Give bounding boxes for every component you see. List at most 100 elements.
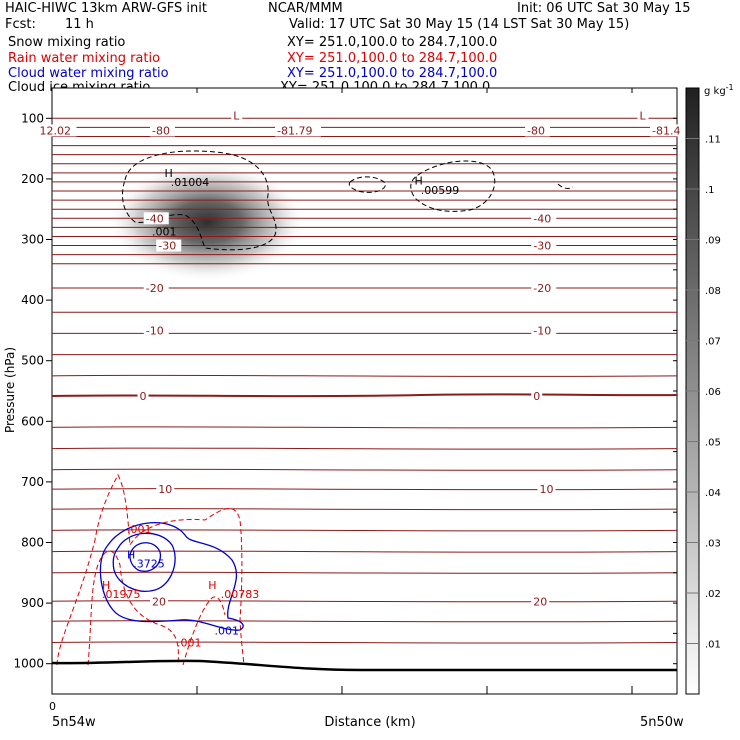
isotherm-line: [51, 508, 678, 511]
temperature-label-bg: [525, 124, 550, 137]
isotherm-line: [51, 447, 678, 450]
rain-label: .001: [177, 636, 202, 649]
rain-label: H: [208, 579, 216, 592]
temperature-label: -81.4: [652, 124, 680, 137]
temperature-label-bg: [143, 281, 169, 294]
temperature-label-bg: [637, 109, 649, 122]
temperature-label-bg: [150, 595, 168, 608]
isotherm-line: [51, 353, 678, 356]
temperature-label-bg: [275, 124, 321, 137]
rain-label: H: [102, 579, 110, 592]
x-tick-label: 0: [49, 700, 56, 713]
y-tick-label: 800: [21, 536, 44, 550]
y-tick-label: 700: [21, 475, 44, 489]
isotherm-line: [51, 600, 678, 603]
colorbar-label: .06: [705, 387, 721, 398]
cw-label: .3725: [133, 558, 165, 571]
isotherm-line: [51, 488, 678, 491]
isotherm-line: [51, 135, 678, 138]
isotherm-line: [51, 244, 678, 247]
isotherm-line: [51, 162, 678, 165]
rain-contour-inner: [87, 550, 179, 666]
rain-label: .001: [127, 523, 152, 536]
y-axis-label: Pressure (hPa): [3, 347, 17, 433]
isotherm-line: [51, 199, 678, 201]
temperature-label-bg: [231, 109, 243, 122]
forecast-hours: 11 h: [65, 17, 94, 32]
field-label-cloud-water: Cloud water mixing ratio: [8, 66, 169, 81]
temperature-label: 12.02: [40, 124, 72, 137]
init-time: Init: 06 UTC Sat 30 May 15: [517, 1, 691, 16]
temperature-label-bg: [531, 212, 557, 225]
isotherm-line: [51, 332, 678, 335]
snow-shading: [107, 162, 307, 282]
isotherm-line: [51, 426, 678, 429]
isotherm-line: [51, 190, 678, 192]
cw-label: H: [127, 549, 135, 562]
field-xy-cloud-water: XY= 251.0,100.0 to 284.7,100.0: [287, 66, 498, 81]
y-tick-label: 100: [21, 111, 44, 125]
colorbar-label: .04: [705, 488, 721, 499]
snow-label: H: [415, 175, 423, 188]
temperature-label-bg: [531, 324, 557, 337]
isotherm-line: [51, 126, 678, 129]
isotherm-line: [51, 217, 678, 220]
temperature-label-bg: [650, 124, 689, 137]
x-end-label: 5n50w: [640, 715, 684, 730]
cloud-water-labels: H.3725.001: [127, 549, 239, 638]
forecast-label: Fcst:: [5, 17, 36, 32]
temperature-label: -80: [527, 124, 545, 137]
colorbar-label: .01: [705, 640, 721, 651]
temperature-label-bg: [150, 124, 175, 137]
temperature-label: -40: [533, 212, 551, 225]
field-xy-rain: XY= 251.0,100.0 to 284.7,100.0: [287, 51, 498, 66]
temperature-label-bg: [531, 239, 557, 252]
y-tick-label: 900: [21, 596, 44, 610]
temperature-label: -20: [146, 282, 164, 295]
isotherm-line: [51, 529, 678, 532]
colorbar-label: .02: [705, 589, 721, 600]
terrain-line: [51, 659, 677, 672]
temperature-label-bg: [531, 595, 550, 608]
temperature-label: -81.79: [277, 124, 312, 137]
temperature-label: -80: [152, 124, 170, 137]
y-tick-label: 200: [21, 172, 44, 186]
colorbar-label: .09: [705, 236, 721, 247]
y-tick-label: 400: [21, 293, 44, 307]
temperature-label-bg: [143, 324, 169, 337]
temperature-contours: [51, 117, 678, 644]
cw-label: .001: [215, 624, 240, 637]
temperature-label-bg: [143, 212, 169, 225]
temperature-label-bg: [37, 124, 77, 137]
temperature-label: -30: [533, 240, 551, 253]
temperature-label: 20: [533, 595, 547, 608]
valid-time: Valid: 17 UTC Sat 30 May 15 (14 LST Sat …: [289, 17, 630, 32]
snow-contour-edge: [557, 183, 574, 189]
colorbar-ticks: .01 .02 .03 .04 .05 .06 .07 .08 .09 .1 .11: [686, 135, 721, 651]
cloud-water-contour-inner: [129, 542, 162, 572]
snow-label: .01004: [171, 176, 210, 189]
temperature-label: -30: [158, 240, 176, 253]
field-xy-snow: XY= 251.0,100.0 to 284.7,100.0: [287, 35, 498, 50]
isotherm-line: [51, 153, 678, 156]
isotherm-line: [51, 144, 678, 147]
y-tick-label: 1000: [13, 657, 44, 671]
snow-label: .001: [152, 226, 177, 239]
temperature-label: 0: [533, 390, 540, 403]
isotherm-line: [51, 311, 678, 314]
temperature-label: 10: [158, 483, 172, 496]
isotherm-line: [51, 620, 678, 623]
colorbar-label: .1: [705, 185, 715, 196]
temperature-label: -40: [146, 212, 164, 225]
colorbar-label: .11: [705, 135, 721, 146]
x-axis-label: Distance (km): [324, 715, 415, 730]
field-label-snow: Snow mixing ratio: [8, 35, 126, 50]
temperature-label: 20: [152, 595, 166, 608]
isotherm-line: [51, 468, 678, 471]
isotherm-line: [51, 208, 678, 210]
y-tick-label: 600: [21, 414, 44, 428]
field-label-rain: Rain water mixing ratio: [8, 51, 161, 66]
cloud-water-contour-outer: [99, 522, 244, 631]
